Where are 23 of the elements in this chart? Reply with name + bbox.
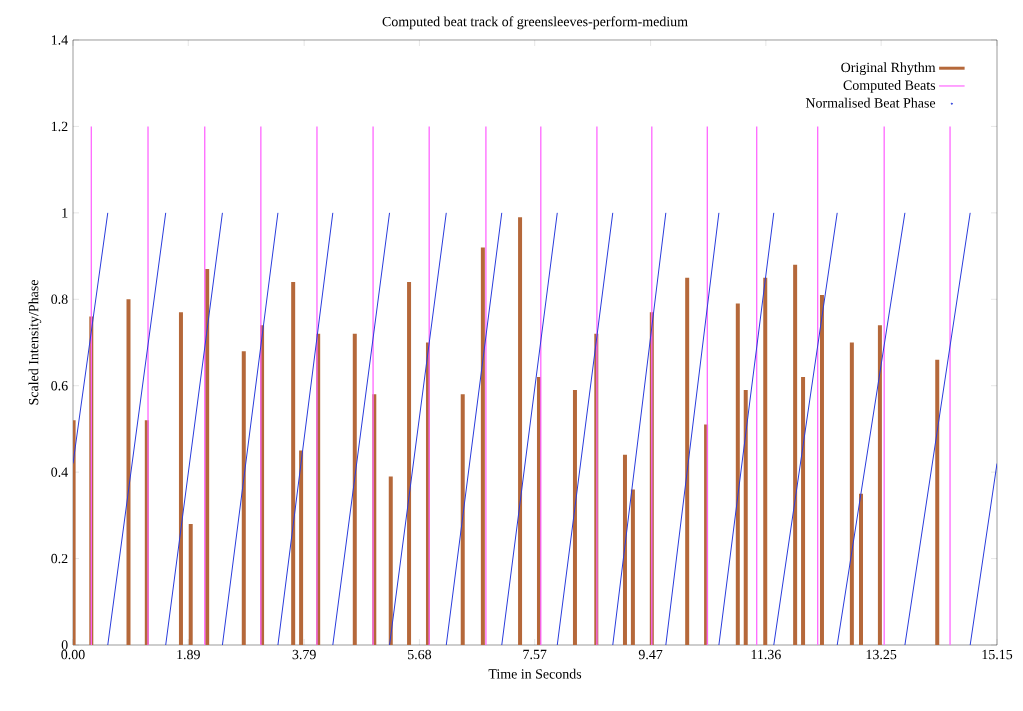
- y-tick-label: 1.4: [51, 35, 68, 45]
- legend-label: Normalised Beat Phase: [805, 97, 936, 108]
- y-tick-label: 1.2: [51, 121, 68, 132]
- y-axis-title: Scaled Intensity/Phase: [28, 280, 42, 405]
- x-tick-label: 1.89: [177, 649, 200, 660]
- x-tick-label: 5.68: [408, 649, 432, 660]
- y-tick-label: 0.8: [51, 294, 68, 305]
- x-axis-title: Time in Seconds: [488, 668, 582, 679]
- legend-label: Computed Beats: [843, 80, 936, 93]
- y-tick-label: 0.4: [51, 467, 68, 477]
- x-tick-label: 9.47: [638, 649, 663, 660]
- x-tick-label: 7.57: [523, 649, 547, 660]
- x-tick-label: 11.36: [751, 649, 781, 660]
- x-tick-label: 3.79: [292, 649, 316, 660]
- legend-label: Original Rhythm: [841, 62, 936, 76]
- x-tick-label: 0.00: [61, 649, 85, 660]
- y-tick-label: 0.2: [51, 553, 68, 564]
- x-tick-label: 15.15: [982, 649, 1013, 660]
- x-tick-label: 13.25: [866, 649, 897, 660]
- y-tick-label: 0.6: [51, 380, 68, 391]
- chart-title: Computed beat track of greensleeves-perform-medium: [382, 16, 688, 30]
- y-tick-label: 0: [61, 640, 68, 650]
- y-tick-label: 1: [62, 208, 68, 218]
